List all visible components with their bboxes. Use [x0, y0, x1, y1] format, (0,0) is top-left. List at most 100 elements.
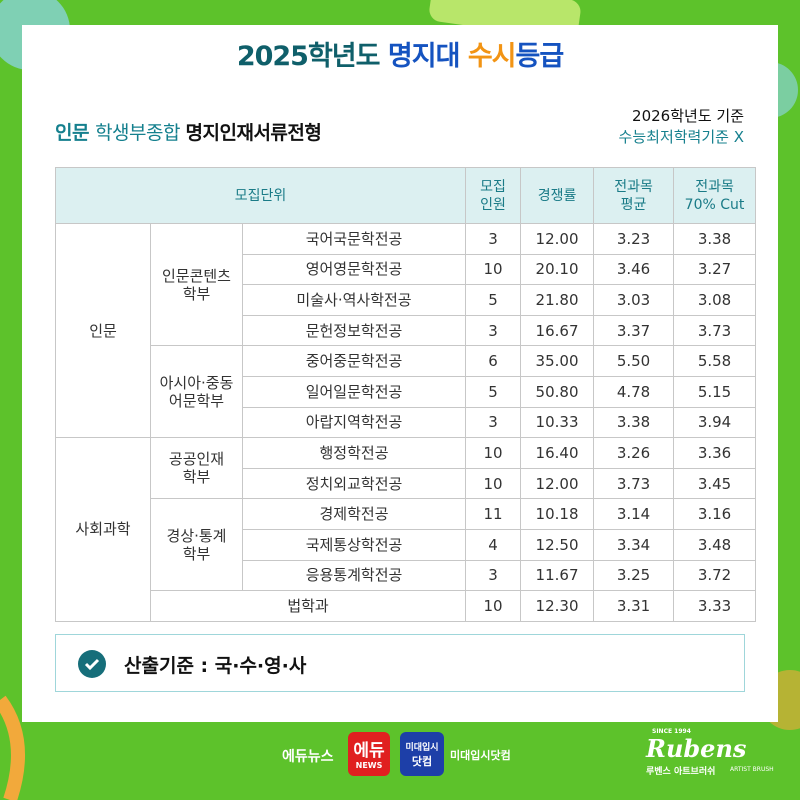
table-row: 사회과학 공공인재 학부 행정학전공 10 16.40 3.26 3.36	[55, 437, 757, 622]
table-row: 문헌정보학전공 3 16.67 3.37 3.73	[56, 314, 757, 347]
cell-line: 학부	[182, 544, 211, 563]
cut-cell: 3.16	[673, 498, 757, 530]
badge-text: NEWS	[355, 761, 383, 770]
header-cell: 전과목 70% Cut	[673, 167, 757, 224]
basis-text: 산출기준 : 국·수·영·사	[124, 655, 307, 677]
logo-badge: 에듀 NEWS	[348, 732, 390, 776]
rate-cell: 21.80	[520, 284, 595, 316]
badge-text: 미대입시	[405, 743, 439, 753]
title: 2025학년도 명지대 수시등급	[0, 34, 800, 73]
avg-cell: 5.50	[593, 345, 675, 377]
table-row: 일어일문학전공 5 50.80 4.78 5.15	[56, 375, 757, 408]
logo-text: 루벤스 아트브러쉬	[646, 767, 716, 777]
rate-cell: 10.18	[520, 498, 595, 530]
cell-line: 모집단위	[234, 187, 287, 204]
recruit-cell: 10	[465, 253, 522, 286]
major-cell: 중어중문학전공	[241, 345, 467, 377]
cell-line: 평균	[620, 196, 647, 213]
rate-cell: 20.10	[520, 253, 595, 286]
division-cell: 인문콘텐츠 학부	[150, 222, 243, 347]
subtitle-part: 명지인재서류전형	[185, 122, 322, 144]
note-line: 수능최저학력기준 X	[618, 128, 744, 146]
cell-line: 모집	[480, 178, 506, 195]
major-cell: 아랍지역학전공	[241, 406, 467, 439]
rate-cell: 11.67	[520, 559, 595, 592]
major-cell: 법학과	[149, 590, 467, 622]
recruit-cell: 6	[465, 345, 522, 377]
group-cell: 사회과학	[55, 437, 151, 622]
avg-cell: 4.78	[593, 375, 675, 408]
major-cell: 행정학전공	[241, 437, 467, 469]
recruit-cell: 3	[465, 406, 522, 439]
cell-line: 70% Cut	[684, 196, 745, 213]
table-row: 아시아·중동 어문학부 중어중문학전공 6 35.00 5.50 5.58	[56, 345, 757, 439]
header-cell: 경쟁률	[520, 167, 595, 224]
cut-cell: 3.72	[673, 559, 757, 592]
major-cell: 응용통계학전공	[241, 559, 467, 592]
cut-cell: 3.48	[673, 528, 757, 561]
table-row: 인문 인문콘텐츠 학부 국어국문학전공 3 12.00 3.23 3.38	[55, 222, 757, 439]
major-cell: 국제통상학전공	[241, 528, 467, 561]
major-cell: 일어일문학전공	[241, 375, 467, 408]
header-cell: 모집 인원	[465, 167, 522, 224]
table-row: 경상·통계 학부 경제학전공 11 10.18 3.14 3.16	[56, 498, 757, 592]
note: 2026학년도 기준 수능최저학력기준 X	[619, 106, 744, 148]
cell-line: 학부	[182, 284, 211, 303]
avg-cell: 3.38	[593, 406, 675, 439]
major-cell: 미술사·역사학전공	[241, 284, 467, 316]
avg-cell: 3.25	[593, 559, 675, 592]
avg-cell: 3.37	[593, 314, 675, 347]
cell-line: 경상·통계	[166, 526, 227, 545]
group-cell: 인문	[55, 222, 151, 439]
cell-line: 어문학부	[168, 391, 225, 410]
recruit-cell: 11	[465, 498, 522, 530]
table-row: 정치외교학전공 10 12.00 3.73 3.45	[56, 467, 757, 500]
avg-cell: 3.73	[593, 467, 675, 500]
logo-text: 에듀뉴스	[282, 749, 334, 765]
avg-cell: 3.31	[593, 590, 675, 622]
cut-cell: 3.27	[673, 253, 757, 286]
avg-cell: 3.26	[593, 437, 675, 469]
subtitle-part: 인문	[55, 122, 96, 144]
badge-text: 에듀	[353, 741, 385, 761]
footer-box	[55, 634, 745, 692]
avg-cell: 3.46	[593, 253, 675, 286]
cell-line: 아시아·중동	[159, 373, 234, 392]
badge-text: 닷컴	[411, 755, 433, 768]
recruit-cell: 4	[465, 528, 522, 561]
avg-cell: 3.03	[593, 284, 675, 316]
major-cell: 영어영문학전공	[241, 253, 467, 286]
major-cell: 경제학전공	[241, 498, 467, 530]
rate-cell: 12.50	[520, 528, 595, 561]
rate-cell: 10.33	[520, 406, 595, 439]
cut-cell: 3.36	[673, 437, 757, 469]
recruit-cell: 5	[465, 284, 522, 316]
avg-cell: 3.14	[593, 498, 675, 530]
cut-cell: 3.45	[673, 467, 757, 500]
rate-cell: 50.80	[520, 375, 595, 408]
logo-text: SINCE 1994	[652, 728, 691, 735]
cell-line: 전과목	[695, 178, 734, 195]
title-part: 2025학년도	[236, 41, 388, 72]
title-part: 수시	[467, 41, 517, 72]
cut-cell: 3.73	[673, 314, 757, 347]
rate-cell: 12.00	[520, 467, 595, 500]
subtitle: 인문 학생부종합 명지인재서류전형	[55, 118, 322, 145]
logo-text: ARTIST BRUSH	[730, 766, 774, 773]
logo-text: 미대입시닷컴	[450, 749, 511, 762]
major-cell: 국어국문학전공	[241, 223, 467, 255]
recruit-cell: 5	[465, 375, 522, 408]
cut-cell: 5.15	[673, 375, 757, 408]
cut-cell: 3.33	[673, 590, 757, 622]
avg-cell: 3.23	[593, 223, 675, 255]
table-row: 응용통계학전공 3 11.67 3.25 3.72	[56, 559, 757, 592]
cut-cell: 3.38	[673, 223, 757, 255]
cell-line: 공공인재	[168, 450, 225, 469]
division-cell: 공공인재 학부	[150, 437, 243, 500]
table-row: 국제통상학전공 4 12.50 3.34 3.48	[56, 528, 757, 561]
rate-cell: 16.67	[520, 314, 595, 347]
title-part: 명지대	[387, 41, 468, 72]
